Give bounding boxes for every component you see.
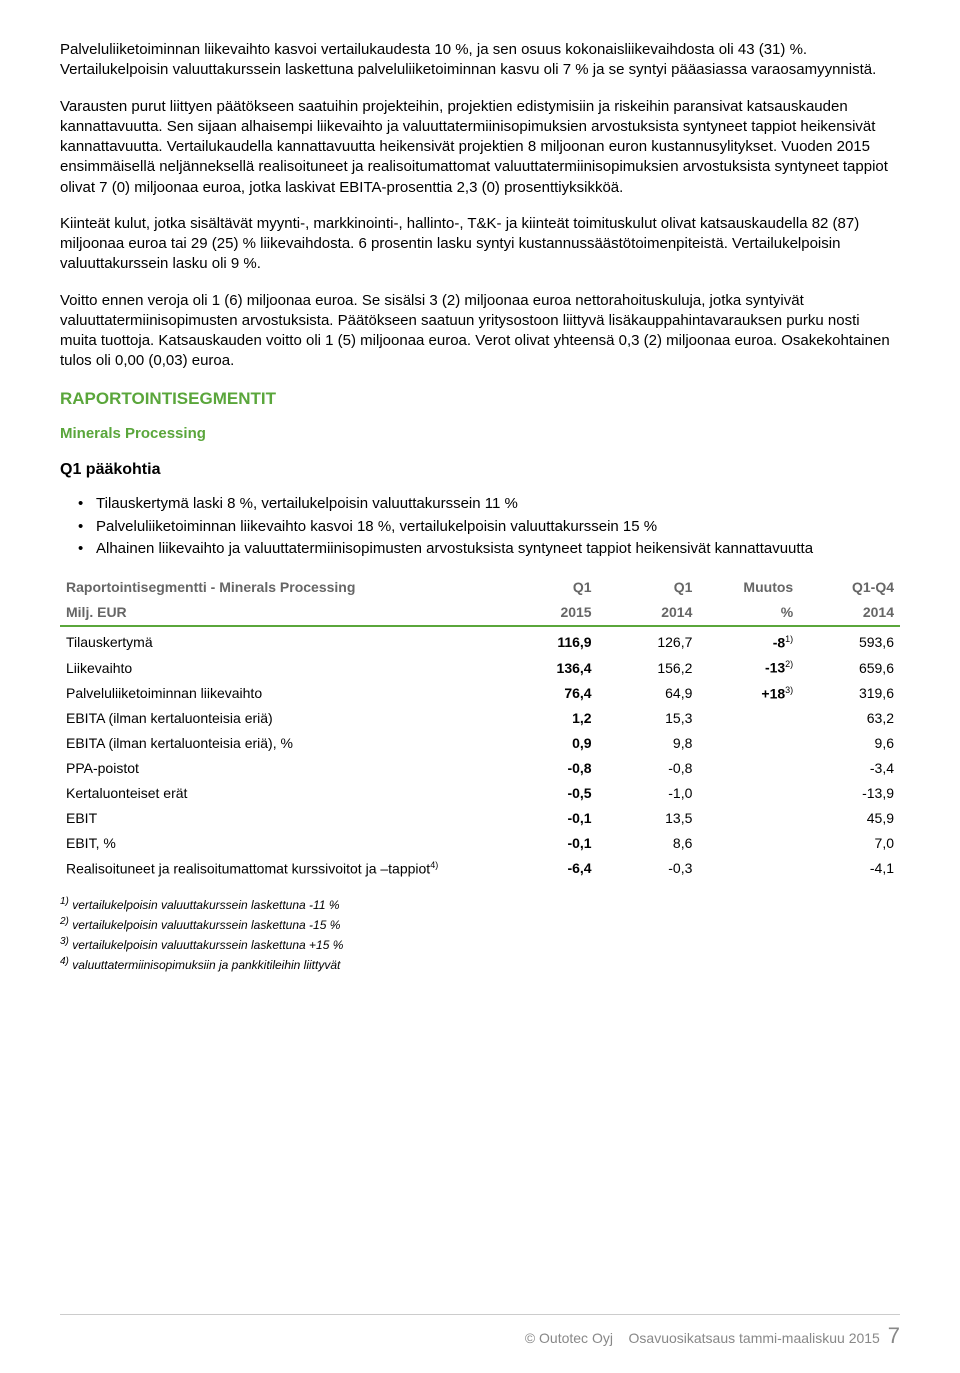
q1-heading: Q1 pääkohtia [60,459,900,481]
minerals-heading: Minerals Processing [60,424,900,444]
table-cell: -0,8 [497,756,598,781]
body-para-1: Palveluliiketoiminnan liikevaihto kasvoi… [60,40,900,81]
table-cell: 0,9 [497,731,598,756]
table-cell: -4,1 [799,856,900,882]
table-cell: +183) [698,681,799,707]
q1-bullet-list: Tilauskertymä laski 8 %, vertailukelpois… [60,494,900,559]
minerals-processing-table: Raportointisegmentti - Minerals Processi… [60,575,900,881]
table-cell [698,856,799,882]
table-row: EBIT, %-0,18,6 7,0 [60,831,900,856]
footer-page-number: 7 [888,1323,900,1348]
table-cell: -3,4 [799,756,900,781]
q1-bullet-item: Tilauskertymä laski 8 %, vertailukelpois… [96,494,900,514]
footer-copyright: © Outotec Oyj [525,1330,613,1346]
table-cell: Kertaluonteiset erät [60,781,497,806]
table-cell: 126,7 [598,626,699,656]
table-cell: Palveluliiketoiminnan liikevaihto [60,681,497,707]
table-cell: 15,3 [598,706,699,731]
table-header-2: % [698,600,799,626]
table-header-1: Q1 [497,575,598,600]
table-cell: -132) [698,655,799,681]
footnote-line: 4) valuuttatermiinisopimuksiin ja pankki… [60,955,900,974]
table-cell: EBIT [60,806,497,831]
table-row: Tilauskertymä116,9126,7-81)593,6 [60,626,900,656]
table-cell: -1,0 [598,781,699,806]
q1-bullet-item: Palveluliiketoiminnan liikevaihto kasvoi… [96,517,900,537]
table-header-2: Milj. EUR [60,600,497,626]
table-row: Kertaluonteiset erät-0,5-1,0 -13,9 [60,781,900,806]
table-cell: PPA-poistot [60,756,497,781]
table-header-2: 2014 [598,600,699,626]
page-footer: © Outotec Oyj Osavuosikatsaus tammi-maal… [60,1314,900,1351]
table-cell: Tilauskertymä [60,626,497,656]
table-row: EBITA (ilman kertaluonteisia eriä), %0,9… [60,731,900,756]
table-cell: -81) [698,626,799,656]
table-header-2: 2014 [799,600,900,626]
table-row: Realisoituneet ja realisoitumattomat kur… [60,856,900,882]
body-para-3: Kiinteät kulut, jotka sisältävät myynti-… [60,214,900,275]
footer-title: Osavuosikatsaus tammi-maaliskuu 2015 [629,1330,880,1346]
footnote-line: 2) vertailukelpoisin valuuttakurssein la… [60,915,900,934]
table-cell: 64,9 [598,681,699,707]
table-cell: -0,1 [497,831,598,856]
table-cell: 319,6 [799,681,900,707]
table-cell: EBITA (ilman kertaluonteisia eriä), % [60,731,497,756]
table-cell: 63,2 [799,706,900,731]
table-row: Liikevaihto136,4156,2-132)659,6 [60,655,900,681]
table-cell: 8,6 [598,831,699,856]
table-cell: -6,4 [497,856,598,882]
table-cell: 76,4 [497,681,598,707]
table-cell [698,756,799,781]
table-cell [698,706,799,731]
table-cell: -0,3 [598,856,699,882]
table-cell: 9,8 [598,731,699,756]
table-cell: -0,8 [598,756,699,781]
table-row: Palveluliiketoiminnan liikevaihto76,464,… [60,681,900,707]
table-cell [698,831,799,856]
table-cell: 136,4 [497,655,598,681]
table-cell: 116,9 [497,626,598,656]
table-header-1: Q1 [598,575,699,600]
table-header-1: Q1-Q4 [799,575,900,600]
table-row: PPA-poistot-0,8-0,8-3,4 [60,756,900,781]
body-para-2: Varausten purut liittyen päätökseen saat… [60,97,900,198]
table-cell: 13,5 [598,806,699,831]
table-cell [698,806,799,831]
footnote-line: 1) vertailukelpoisin valuuttakurssein la… [60,895,900,914]
table-cell: -0,5 [497,781,598,806]
table-header-1: Raportointisegmentti - Minerals Processi… [60,575,497,600]
table-cell: 7,0 [799,831,900,856]
table-cell: -13,9 [799,781,900,806]
table-cell [698,731,799,756]
table-cell: -0,1 [497,806,598,831]
body-para-4: Voitto ennen veroja oli 1 (6) miljoonaa … [60,291,900,372]
table-cell: 1,2 [497,706,598,731]
table-cell: EBITA (ilman kertaluonteisia eriä) [60,706,497,731]
table-row: EBIT-0,113,5 45,9 [60,806,900,831]
table-cell: 659,6 [799,655,900,681]
table-cell: 9,6 [799,731,900,756]
table-cell [698,781,799,806]
table-header-1: Muutos [698,575,799,600]
q1-bullet-item: Alhainen liikevaihto ja valuuttatermiini… [96,539,900,559]
table-header-2: 2015 [497,600,598,626]
footnote-line: 3) vertailukelpoisin valuuttakurssein la… [60,935,900,954]
table-cell: 156,2 [598,655,699,681]
table-cell: Liikevaihto [60,655,497,681]
table-cell: 45,9 [799,806,900,831]
table-cell: EBIT, % [60,831,497,856]
table-footnotes: 1) vertailukelpoisin valuuttakurssein la… [60,895,900,973]
segments-heading: RAPORTOINTISEGMENTIT [60,388,900,411]
table-cell: Realisoituneet ja realisoitumattomat kur… [60,856,497,882]
table-cell: 593,6 [799,626,900,656]
table-row: EBITA (ilman kertaluonteisia eriä)1,215,… [60,706,900,731]
